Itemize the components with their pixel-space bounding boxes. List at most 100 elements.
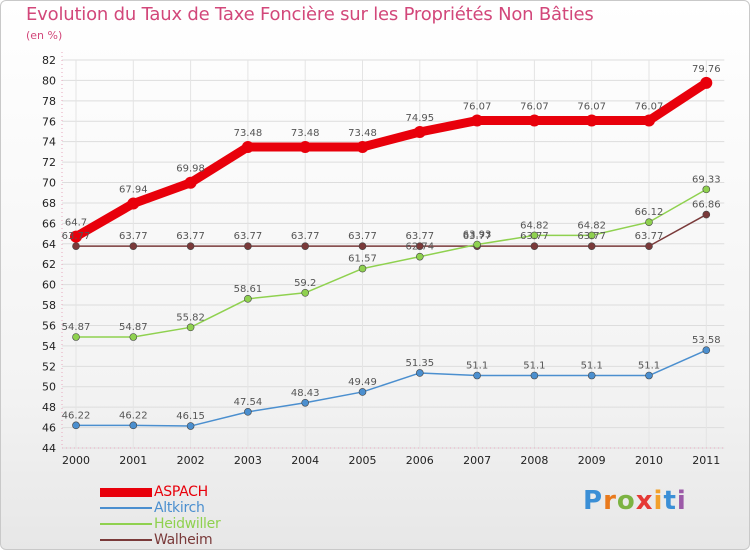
data-label-walheim: 63.77 xyxy=(291,231,320,242)
data-point-aspach xyxy=(299,140,312,153)
data-label-altkirch: 46.22 xyxy=(119,410,148,421)
data-label-altkirch: 51.1 xyxy=(638,361,660,372)
y-tick-label: 68 xyxy=(42,197,56,210)
data-point-aspach xyxy=(471,114,484,127)
data-label-heidwiller: 61.57 xyxy=(348,254,377,265)
x-tick-label: 2007 xyxy=(463,454,491,467)
data-label-walheim: 63.77 xyxy=(463,231,492,242)
data-label-altkirch: 51.1 xyxy=(581,361,603,372)
data-label-walheim: 63.77 xyxy=(119,231,148,242)
data-point-heidwiller xyxy=(129,333,138,341)
data-label-altkirch: 51.1 xyxy=(466,361,488,372)
x-tick-label: 2009 xyxy=(578,454,606,467)
data-label-aspach: 76.07 xyxy=(577,102,606,113)
data-label-aspach: 73.48 xyxy=(234,128,263,139)
legend-label: Altkirch xyxy=(154,500,205,516)
data-point-altkirch xyxy=(645,371,653,380)
y-tick-label: 64 xyxy=(42,238,56,251)
x-tick-label: 2005 xyxy=(349,454,377,467)
data-label-aspach: 73.48 xyxy=(348,128,377,139)
y-tick-label: 48 xyxy=(42,401,56,414)
x-tick-label: 2011 xyxy=(692,454,720,467)
data-label-aspach: 67.94 xyxy=(119,185,148,196)
data-label-heidwiller: 63.93 xyxy=(463,230,492,241)
series-line-walheim xyxy=(75,213,708,247)
series-line-heidwiller xyxy=(75,188,708,338)
x-tick-label: 2000 xyxy=(62,454,90,467)
data-label-walheim: 63.77 xyxy=(348,231,377,242)
data-point-heidwiller xyxy=(244,295,252,303)
y-tick-label: 76 xyxy=(42,115,56,128)
data-label-heidwiller: 66.12 xyxy=(635,207,664,218)
data-label-heidwiller: 58.61 xyxy=(234,284,263,295)
legend-item-aspach: ASPACH xyxy=(100,484,300,500)
logo-letter: t xyxy=(663,486,677,516)
data-label-walheim: 63.77 xyxy=(520,231,549,242)
data-label-aspach: 74.95 xyxy=(405,113,434,124)
y-tick-label: 56 xyxy=(42,319,56,332)
data-label-aspach: 76.07 xyxy=(635,102,664,113)
data-point-heidwiller xyxy=(702,185,711,194)
data-point-walheim xyxy=(358,242,367,250)
series-line-altkirch xyxy=(75,349,708,427)
legend-swatch xyxy=(100,507,152,509)
y-tick-label: 72 xyxy=(42,156,56,169)
data-label-altkirch: 53.58 xyxy=(692,335,721,346)
data-point-walheim xyxy=(415,242,424,250)
y-tick-label: 46 xyxy=(42,422,56,435)
data-point-altkirch xyxy=(358,388,367,396)
data-point-heidwiller xyxy=(415,252,424,261)
data-label-aspach: 76.07 xyxy=(463,102,492,113)
data-point-aspach xyxy=(585,114,598,127)
x-tick-label: 2001 xyxy=(119,454,147,467)
legend-label: ASPACH xyxy=(154,484,208,500)
y-tick-label: 66 xyxy=(42,217,56,230)
data-label-aspach: 73.48 xyxy=(291,128,320,139)
data-point-heidwiller xyxy=(358,264,367,273)
data-label-altkirch: 51.35 xyxy=(405,358,434,369)
y-tick-label: 70 xyxy=(42,177,56,190)
data-point-altkirch xyxy=(473,371,481,380)
legend-swatch xyxy=(100,523,152,525)
data-point-altkirch xyxy=(587,371,596,380)
data-label-heidwiller: 64.82 xyxy=(577,220,606,231)
data-point-altkirch xyxy=(301,398,310,407)
data-label-walheim: 63.77 xyxy=(62,231,91,242)
data-point-altkirch xyxy=(415,369,424,377)
logo-letter: i xyxy=(653,486,664,516)
data-point-altkirch xyxy=(244,408,252,416)
data-point-altkirch xyxy=(72,421,80,430)
data-point-altkirch xyxy=(530,371,539,380)
data-label-heidwiller: 54.87 xyxy=(119,322,148,333)
data-label-aspach: 76.07 xyxy=(520,102,549,113)
data-point-walheim xyxy=(72,242,80,250)
data-label-walheim: 63.77 xyxy=(635,231,664,242)
data-point-altkirch xyxy=(129,421,138,430)
chart-title: Evolution du Taux de Taxe Foncière sur l… xyxy=(26,4,594,25)
data-point-walheim xyxy=(186,242,195,250)
x-tick-label: 2010 xyxy=(635,454,663,467)
data-point-walheim xyxy=(244,242,252,250)
legend-label: Heidwiller xyxy=(154,516,221,532)
series-group xyxy=(70,76,713,430)
data-point-aspach xyxy=(70,230,82,243)
data-point-heidwiller xyxy=(473,240,481,249)
data-point-aspach xyxy=(127,197,140,210)
y-tick-label: 52 xyxy=(42,360,56,373)
y-tick-label: 62 xyxy=(42,258,56,271)
logo-letter: x xyxy=(635,486,654,516)
y-tick-label: 58 xyxy=(42,299,56,312)
y-tick-label: 50 xyxy=(42,381,56,394)
data-point-aspach xyxy=(700,76,713,89)
legend-item-walheim: Walheim xyxy=(100,532,300,548)
y-tick-label: 80 xyxy=(42,74,56,87)
data-label-walheim: 63.77 xyxy=(176,231,205,242)
data-label-heidwiller: 54.87 xyxy=(62,322,91,333)
data-point-walheim xyxy=(129,242,138,250)
data-point-heidwiller xyxy=(587,231,596,240)
data-label-heidwiller: 69.33 xyxy=(692,174,721,185)
data-point-heidwiller xyxy=(72,333,80,341)
data-label-aspach: 69.98 xyxy=(176,164,205,175)
legend-swatch xyxy=(100,539,152,541)
